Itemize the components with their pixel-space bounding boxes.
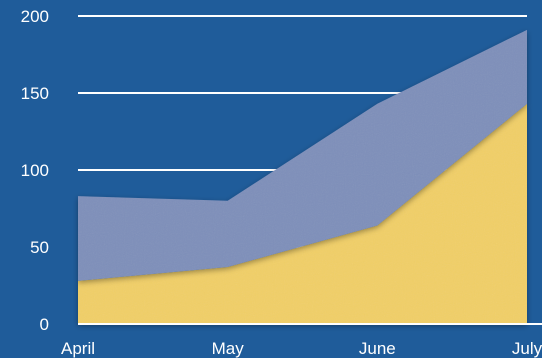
- area-series-1: [78, 103, 527, 324]
- area-series-layer: [78, 29, 527, 324]
- y-tick-label: 200: [21, 7, 49, 26]
- x-tick-label-july: July: [512, 339, 542, 358]
- x-tick-label-june: June: [359, 339, 396, 358]
- y-tick-label: 100: [21, 161, 49, 180]
- tick-labels: 0 50 100 150 200 April May June July: [21, 7, 542, 358]
- x-tick-label-april: April: [61, 339, 95, 358]
- y-tick-label: 0: [40, 315, 49, 334]
- y-tick-label: 50: [30, 238, 49, 257]
- y-tick-label: 150: [21, 84, 49, 103]
- x-tick-label-may: May: [212, 339, 245, 358]
- area-series-2: [78, 29, 527, 281]
